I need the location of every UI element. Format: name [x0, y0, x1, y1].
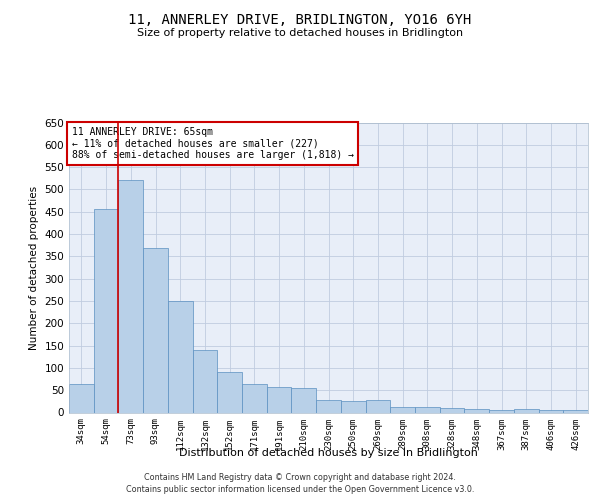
Bar	[217, 372, 242, 412]
Bar	[168, 302, 193, 412]
Bar	[390, 407, 415, 412]
Bar	[563, 410, 588, 412]
Bar	[292, 388, 316, 412]
Bar	[94, 208, 118, 412]
Y-axis label: Number of detached properties: Number of detached properties	[29, 186, 39, 350]
Bar	[143, 248, 168, 412]
Text: Size of property relative to detached houses in Bridlington: Size of property relative to detached ho…	[137, 28, 463, 38]
Bar	[415, 407, 440, 412]
Bar	[464, 410, 489, 412]
Text: Contains public sector information licensed under the Open Government Licence v3: Contains public sector information licen…	[126, 485, 474, 494]
Text: 11 ANNERLEY DRIVE: 65sqm
← 11% of detached houses are smaller (227)
88% of semi-: 11 ANNERLEY DRIVE: 65sqm ← 11% of detach…	[71, 127, 353, 160]
Bar	[440, 408, 464, 412]
Bar	[341, 401, 365, 412]
Bar	[242, 384, 267, 412]
Bar	[69, 384, 94, 412]
Bar	[118, 180, 143, 412]
Bar	[539, 410, 563, 412]
Bar	[316, 400, 341, 412]
Text: Distribution of detached houses by size in Bridlington: Distribution of detached houses by size …	[179, 448, 478, 458]
Text: Contains HM Land Registry data © Crown copyright and database right 2024.: Contains HM Land Registry data © Crown c…	[144, 472, 456, 482]
Bar	[193, 350, 217, 412]
Bar	[267, 387, 292, 412]
Bar	[514, 409, 539, 412]
Bar	[489, 410, 514, 412]
Text: 11, ANNERLEY DRIVE, BRIDLINGTON, YO16 6YH: 11, ANNERLEY DRIVE, BRIDLINGTON, YO16 6Y…	[128, 12, 472, 26]
Bar	[365, 400, 390, 412]
